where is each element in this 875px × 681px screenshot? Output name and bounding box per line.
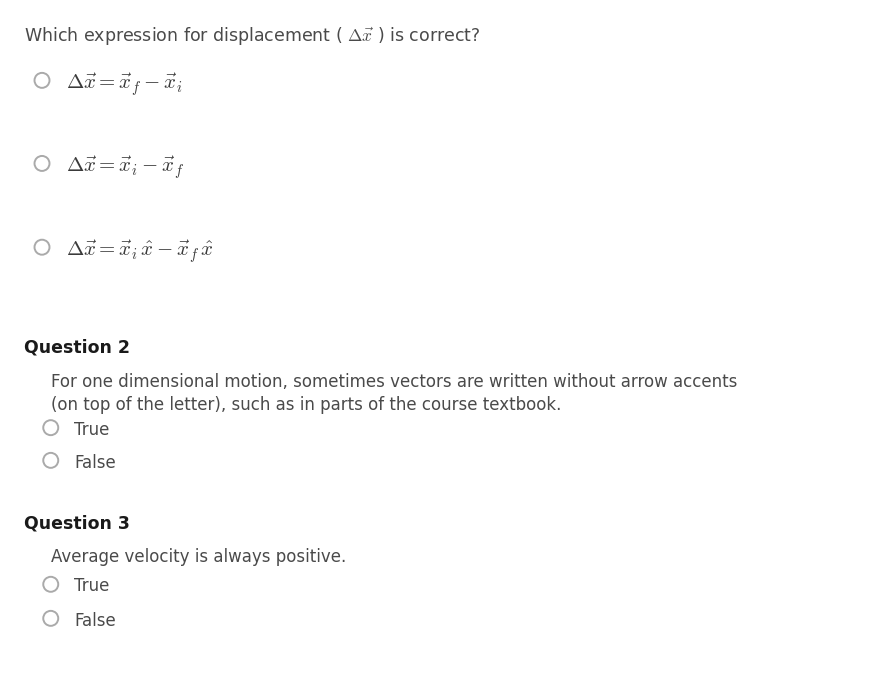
Text: (on top of the letter), such as in parts of the course textbook.: (on top of the letter), such as in parts… bbox=[51, 396, 561, 414]
Text: False: False bbox=[74, 612, 116, 629]
Text: Which expression for displacement ( $\Delta \vec{x}$ ) is correct?: Which expression for displacement ( $\De… bbox=[24, 25, 481, 47]
Text: $\Delta \vec{x} = \vec{x}_i\,\hat{x} - \vec{x}_f\,\hat{x}$: $\Delta \vec{x} = \vec{x}_i\,\hat{x} - \… bbox=[66, 238, 213, 265]
Text: False: False bbox=[74, 454, 116, 471]
Text: $\Delta \vec{x} = \vec{x}_f - \vec{x}_i$: $\Delta \vec{x} = \vec{x}_f - \vec{x}_i$ bbox=[66, 72, 182, 98]
Text: True: True bbox=[74, 577, 109, 595]
Text: True: True bbox=[74, 421, 109, 439]
Text: For one dimensional motion, sometimes vectors are written without arrow accents: For one dimensional motion, sometimes ve… bbox=[51, 373, 737, 391]
Text: $\Delta \vec{x} = \vec{x}_i - \vec{x}_f$: $\Delta \vec{x} = \vec{x}_i - \vec{x}_f$ bbox=[66, 155, 184, 181]
Text: Question 2: Question 2 bbox=[24, 338, 130, 356]
Text: Question 3: Question 3 bbox=[24, 514, 130, 532]
Text: Average velocity is always positive.: Average velocity is always positive. bbox=[51, 548, 346, 565]
